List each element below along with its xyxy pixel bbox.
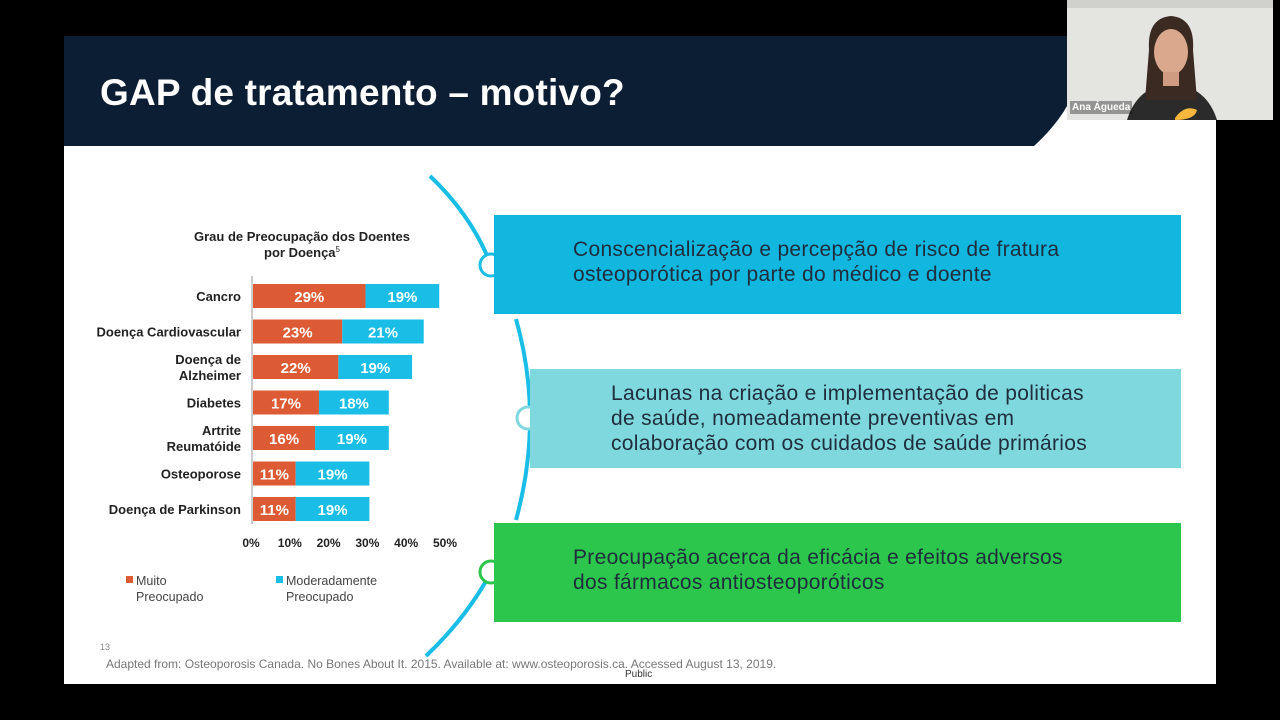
x-tick-label: 0% [242, 536, 260, 550]
bar-value-label: 19% [318, 502, 348, 519]
bar-muito-preocupado [253, 461, 296, 486]
legend-label: Preocupado [136, 590, 203, 604]
category-label: Doença Cardiovascular [96, 325, 241, 340]
chart-title-superscript: 5 [336, 245, 341, 254]
reason-line: Conscencialização e percepção de risco d… [573, 238, 1060, 261]
legend-label: Muito [136, 574, 167, 588]
bar-value-label: 19% [318, 467, 348, 484]
x-tick-label: 30% [355, 536, 379, 550]
bar-muito-preocupado [253, 426, 316, 450]
bar-value-label: 16% [269, 431, 299, 448]
bar-muito-preocupado [253, 284, 366, 308]
legend-label: Preocupado [286, 590, 353, 604]
bar-value-label: 21% [368, 325, 398, 342]
page-number: 13 [100, 642, 111, 652]
bar-value-label: 19% [337, 431, 367, 448]
reason-line: de saúde, nomeadamente preventivas em [611, 407, 1015, 430]
category-label: Alzheimer [179, 368, 241, 383]
legend-swatch [126, 576, 133, 583]
reason-line: Preocupação acerca da eficácia e efeitos… [573, 546, 1063, 569]
bar-moderadamente-preocupado [315, 426, 389, 450]
x-tick-label: 20% [317, 536, 341, 550]
source-citation: Adapted from: Osteoporosis Canada. No Bo… [106, 657, 777, 671]
chart-title: Grau de Preocupação dos Doentes [194, 229, 410, 244]
bar-moderadamente-preocupado [338, 355, 413, 379]
category-label: Reumatóide [167, 439, 241, 454]
bar-moderadamente-preocupado [295, 497, 370, 521]
bar-value-label: 23% [283, 325, 313, 342]
slide: GAP de tratamento – motivo? Grau de Preo… [64, 36, 1216, 684]
bar-moderadamente-preocupado [295, 461, 370, 486]
legend-label: Moderadamente [286, 574, 377, 588]
bar-value-label: 11% [260, 467, 289, 484]
x-tick-label: 50% [433, 536, 457, 550]
bar-muito-preocupado [253, 319, 343, 344]
bar-moderadamente-preocupado [342, 319, 424, 344]
bar-value-label: 22% [281, 360, 311, 377]
x-tick-label: 40% [394, 536, 418, 550]
bar-value-label: 19% [387, 289, 417, 306]
reason-box-2: Lacunas na criação e implementação de po… [530, 369, 1181, 468]
slide-title: GAP de tratamento – motivo? [100, 72, 625, 113]
bar-muito-preocupado [253, 497, 296, 521]
webcam-video-tile[interactable]: Ana Águeda [1067, 0, 1273, 120]
category-label: Doença de Parkinson [109, 502, 241, 517]
bar-value-label: 29% [294, 289, 324, 306]
reason-box-1: Conscencialização e percepção de risco d… [494, 215, 1181, 314]
reason-line: colaboração com os cuidados de saúde pri… [611, 432, 1088, 455]
chart-title: por Doença5 [264, 245, 341, 260]
x-tick-label: 10% [278, 536, 302, 550]
reason-box-3: Preocupação acerca da eficácia e efeitos… [494, 523, 1181, 622]
reason-line: Lacunas na criação e implementação de po… [611, 382, 1084, 405]
category-label: Osteoporose [161, 467, 241, 482]
bar-value-label: 17% [271, 396, 301, 413]
category-label: Artrite [202, 423, 241, 438]
category-label: Diabetes [187, 396, 241, 411]
bar-moderadamente-preocupado [365, 284, 440, 308]
bar-value-label: 11% [260, 502, 289, 519]
category-label: Cancro [196, 289, 241, 304]
legend-swatch [276, 576, 283, 583]
bar-muito-preocupado [253, 390, 319, 415]
reason-line: osteoporótica por parte do médico e doen… [573, 263, 992, 286]
bar-value-label: 18% [339, 396, 369, 413]
bar-moderadamente-preocupado [318, 390, 389, 415]
bar-value-label: 19% [360, 360, 390, 377]
participant-name: Ana Águeda [1070, 101, 1133, 114]
classification-label: Public [625, 669, 653, 680]
webcam-person-image [1067, 0, 1273, 120]
bar-muito-preocupado [253, 355, 339, 379]
reason-line: dos fármacos antiosteoporóticos [573, 571, 885, 594]
category-label: Doença de [175, 352, 241, 367]
